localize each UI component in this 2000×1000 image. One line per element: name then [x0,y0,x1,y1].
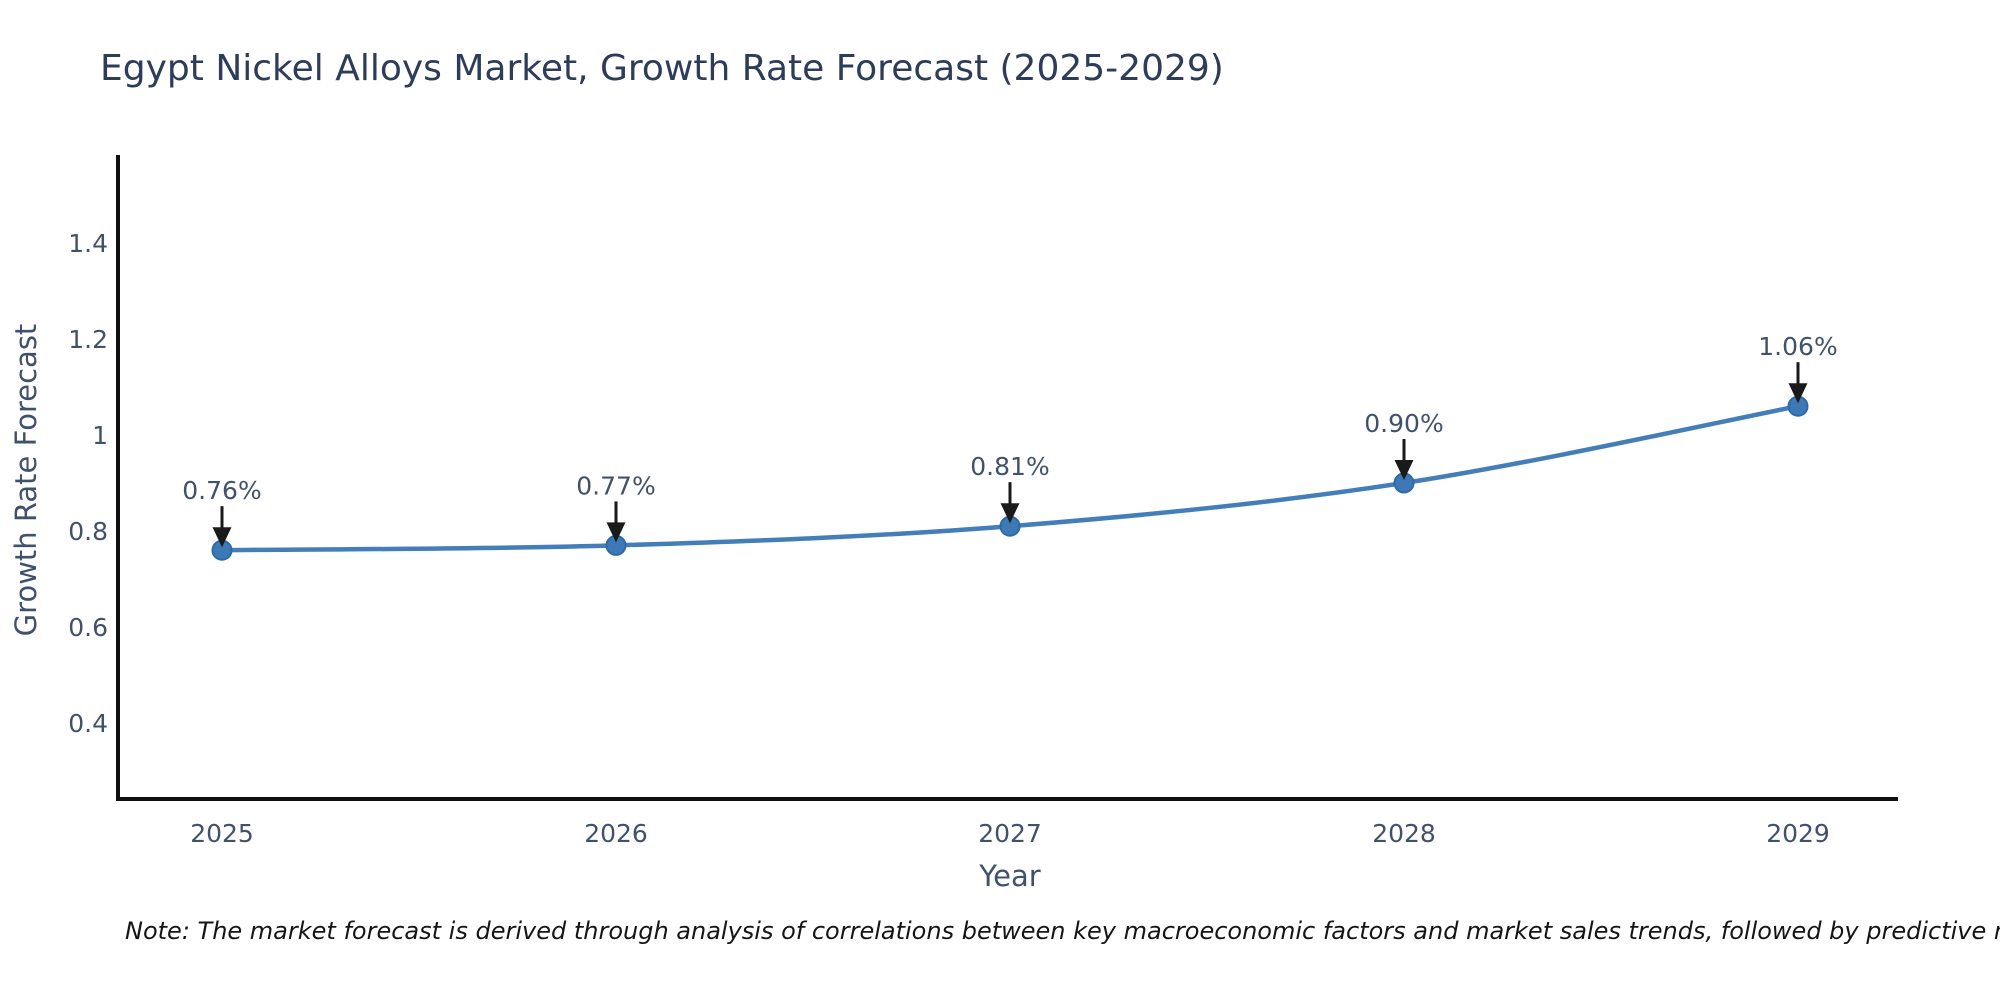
point-annotation: 0.90% [1364,409,1443,438]
point-annotation: 1.06% [1758,332,1837,361]
annotation-arrowhead [212,527,232,548]
point-annotation: 0.76% [182,476,261,505]
y-tick-label: 1 [92,421,108,450]
x-tick-label: 2029 [1766,819,1830,848]
y-tick-label: 0.6 [68,613,108,642]
x-tick-label: 2026 [584,819,648,848]
x-tick-label: 2025 [190,819,254,848]
y-tick-label: 1.2 [68,325,108,354]
point-annotation: 0.77% [576,471,655,500]
annotation-arrowhead [606,522,626,543]
y-tick-label: 0.4 [68,709,108,738]
x-tick-label: 2028 [1372,819,1436,848]
x-tick-label: 2027 [978,819,1042,848]
chart-title: Egypt Nickel Alloys Market, Growth Rate … [100,48,1224,89]
point-annotation: 0.81% [970,452,1049,481]
annotation-arrowhead [1394,460,1414,480]
y-tick-label: 0.8 [68,517,108,546]
x-axis-title: Year [979,859,1041,893]
note-text: Note: The market forecast is derived thr… [125,917,2000,945]
annotation-arrowhead [1788,383,1808,404]
y-tick-label: 1.4 [68,229,108,258]
annotation-arrowhead [1000,503,1020,524]
